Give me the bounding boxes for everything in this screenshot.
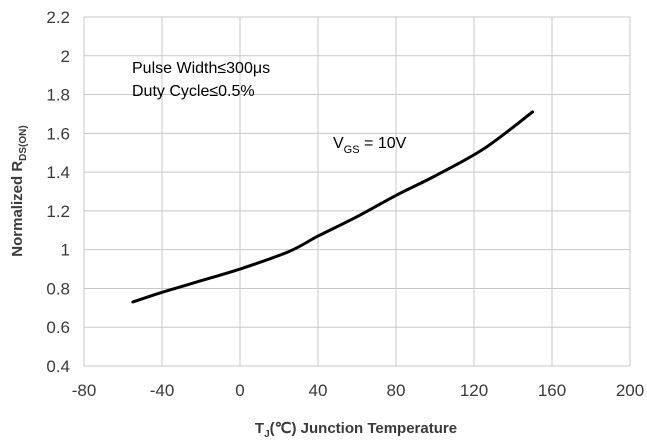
x-tick-label: -40 (150, 381, 175, 400)
x-axis-title-rest: (℃) Junction Temperature (270, 420, 457, 437)
y-tick-label: 1.2 (46, 202, 70, 221)
y-tick-label: 1.6 (46, 124, 70, 143)
x-axis-title-main: T (255, 420, 264, 437)
annotation-duty-cycle: Duty Cycle≤0.5% (132, 83, 255, 100)
annotation-pulse-width: Pulse Width≤300μs (132, 60, 270, 77)
y-tick-label: 1 (61, 241, 70, 260)
y-axis-title: Normalized RDS(ON) (9, 125, 29, 256)
series-line-vgs-10v (131, 110, 534, 304)
y-tick-labels: 0.4 0.6 0.8 1 1.2 1.4 1.6 1.8 2 2.2 (46, 8, 70, 376)
annotation-vgs-rest: = 10V (360, 135, 407, 152)
x-axis-title-sub: J (264, 429, 270, 440)
y-tick-label: 1.4 (46, 163, 70, 182)
x-tick-label: 160 (538, 381, 566, 400)
x-tick-label: 120 (460, 381, 488, 400)
x-axis-title: TJ(℃) Junction Temperature (255, 420, 457, 440)
y-tick-label: 0.8 (46, 279, 70, 298)
annotation-vgs: VGS = 10V (333, 135, 407, 156)
x-tick-label: 80 (387, 381, 406, 400)
annotation-vgs-sub: GS (344, 144, 360, 156)
y-tick-label: 0.6 (46, 318, 70, 337)
x-tick-label: -80 (72, 381, 97, 400)
annotation-vgs-main: V (333, 135, 344, 152)
x-tick-labels: -80 -40 0 40 80 120 160 200 (72, 381, 644, 400)
y-tick-label: 1.8 (46, 86, 70, 105)
x-tick-label: 40 (309, 381, 328, 400)
x-tick-label: 200 (616, 381, 644, 400)
x-tick-label: 0 (235, 381, 244, 400)
grid (83, 16, 631, 367)
y-tick-label: 0.4 (46, 357, 70, 376)
y-tick-label: 2.2 (46, 8, 70, 27)
y-axis-title-main: Normalized R (9, 161, 26, 257)
y-axis-title-sub: DS(ON) (18, 125, 29, 161)
y-tick-label: 2 (61, 47, 70, 66)
